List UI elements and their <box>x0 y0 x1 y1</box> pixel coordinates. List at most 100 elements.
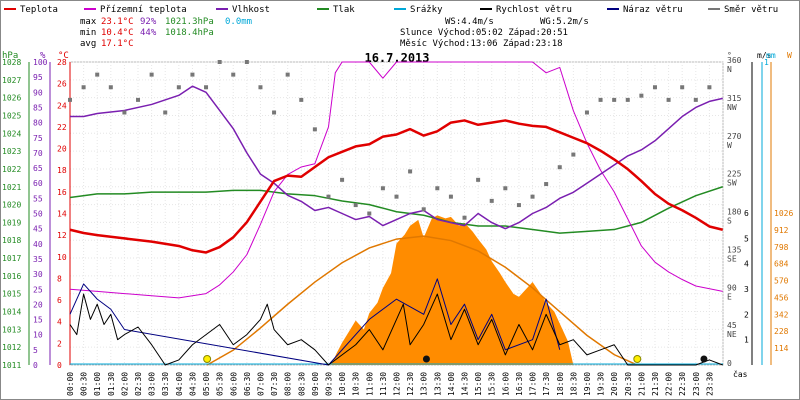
tick-dir: 0 <box>727 359 732 368</box>
tick-time: 23:00 <box>692 372 701 396</box>
point-wind-direction <box>272 110 277 115</box>
tick-time: 00:30 <box>80 372 89 396</box>
tick-dir-label: W <box>727 141 732 150</box>
tick-time: 12:00 <box>393 372 402 396</box>
legend-label: Tlak <box>333 5 355 15</box>
tick-time: 22:30 <box>678 372 687 396</box>
tick-time: 10:30 <box>352 372 361 396</box>
tick-temp: 10 <box>57 253 67 262</box>
tick-time: 06:00 <box>229 372 238 396</box>
tick-w: 570 <box>774 277 789 286</box>
tick-time: 08:00 <box>284 372 293 396</box>
stat-temp: 10.4°C <box>101 28 134 38</box>
tick-temp: 4 <box>57 318 62 327</box>
tick-time: 01:00 <box>93 372 102 396</box>
axis-unit-w: W <box>787 51 792 60</box>
tick-hpa: 1024 <box>2 129 21 138</box>
legend-label: Teplota <box>20 5 58 15</box>
tick-time: 18:30 <box>569 372 578 396</box>
tick-hpa: 1025 <box>2 111 21 120</box>
tick-time: 23:30 <box>705 372 714 396</box>
tick-temp: 26 <box>57 80 67 89</box>
stat-humidity: 44% <box>140 28 157 38</box>
point-wind-direction <box>584 110 589 115</box>
tick-dir-label: S <box>727 217 732 226</box>
tick-w: 114 <box>774 344 789 353</box>
tick-time: 06:30 <box>243 372 252 396</box>
tick-w: 912 <box>774 226 789 235</box>
tick-time: 01:30 <box>107 372 116 396</box>
point-wind-direction <box>258 85 263 90</box>
tick-dir: 180 <box>727 208 742 217</box>
tick-w: 456 <box>774 293 789 302</box>
tick-time: 17:30 <box>542 372 551 396</box>
tick-hpa: 1022 <box>2 165 21 174</box>
tick-pct: 0 <box>33 361 38 370</box>
tick-pct: 80 <box>33 119 43 128</box>
tick-dir: 315 <box>727 94 742 103</box>
tick-dir: 45 <box>727 321 737 330</box>
point-wind-direction <box>394 194 399 199</box>
tick-pct: 25 <box>33 285 43 294</box>
tick-dir: 135 <box>727 245 742 254</box>
tick-hpa: 1018 <box>2 236 21 245</box>
tick-pct: 65 <box>33 164 43 173</box>
point-wind-direction <box>81 85 86 90</box>
tick-time: 11:30 <box>379 372 388 396</box>
axis-unit-mm: mm <box>766 51 776 60</box>
info-ws: WS:4.4m/s <box>445 17 494 27</box>
tick-time: 15:00 <box>474 372 483 396</box>
point-wind-direction <box>625 97 630 102</box>
info-moon: Měsíc Východ:13:06 Západ:23:18 <box>400 39 563 49</box>
marker-sun <box>633 355 642 363</box>
point-wind-direction <box>408 169 413 174</box>
tick-hpa: 1027 <box>2 76 21 85</box>
tick-pct: 15 <box>33 316 43 325</box>
tick-time: 14:00 <box>447 372 456 396</box>
tick-time: 09:30 <box>324 372 333 396</box>
axis-unit-ms: m/s <box>757 51 772 60</box>
marker-moon <box>700 355 708 363</box>
point-wind-direction <box>176 85 181 90</box>
tick-temp: 16 <box>57 188 67 197</box>
tick-pct: 70 <box>33 149 43 158</box>
point-wind-direction <box>612 97 617 102</box>
point-wind-direction <box>163 110 168 115</box>
tick-hpa: 1017 <box>2 254 21 263</box>
tick-time: 20:30 <box>624 372 633 396</box>
tick-time: 02:30 <box>134 372 143 396</box>
tick-dir-label: NW <box>727 103 737 112</box>
point-wind-direction <box>149 72 154 77</box>
point-wind-direction <box>367 211 372 216</box>
tick-dir: 225 <box>727 170 742 179</box>
tick-pct: 90 <box>33 88 43 97</box>
series-solar-radiation <box>331 215 574 365</box>
tick-temp: 22 <box>57 123 67 132</box>
tick-time: 22:00 <box>665 372 674 396</box>
point-wind-direction <box>489 198 494 203</box>
point-wind-direction <box>435 186 440 191</box>
marker-sun <box>203 355 212 363</box>
point-wind-direction <box>652 85 657 90</box>
point-wind-direction <box>516 203 521 208</box>
point-wind-direction <box>136 97 141 102</box>
tick-time: 05:30 <box>216 372 225 396</box>
point-wind-direction <box>108 85 113 90</box>
tick-pct: 40 <box>33 240 43 249</box>
tick-time: 12:30 <box>406 372 415 396</box>
tick-dir: 90 <box>727 283 737 292</box>
stat-label: avg <box>80 39 96 49</box>
tick-hpa: 1019 <box>2 218 21 227</box>
point-wind-direction <box>421 207 426 212</box>
point-wind-direction <box>639 93 644 98</box>
point-wind-direction <box>557 165 562 170</box>
point-wind-direction <box>448 194 453 199</box>
tick-time: 00:00 <box>66 372 75 396</box>
tick-dir-label: NE <box>727 330 737 339</box>
tick-hpa: 1014 <box>2 308 21 317</box>
point-wind-direction <box>231 72 236 77</box>
tick-time: 10:00 <box>338 372 347 396</box>
legend-label: Náraz větru <box>623 5 683 15</box>
tick-dir-label: SE <box>727 254 737 263</box>
